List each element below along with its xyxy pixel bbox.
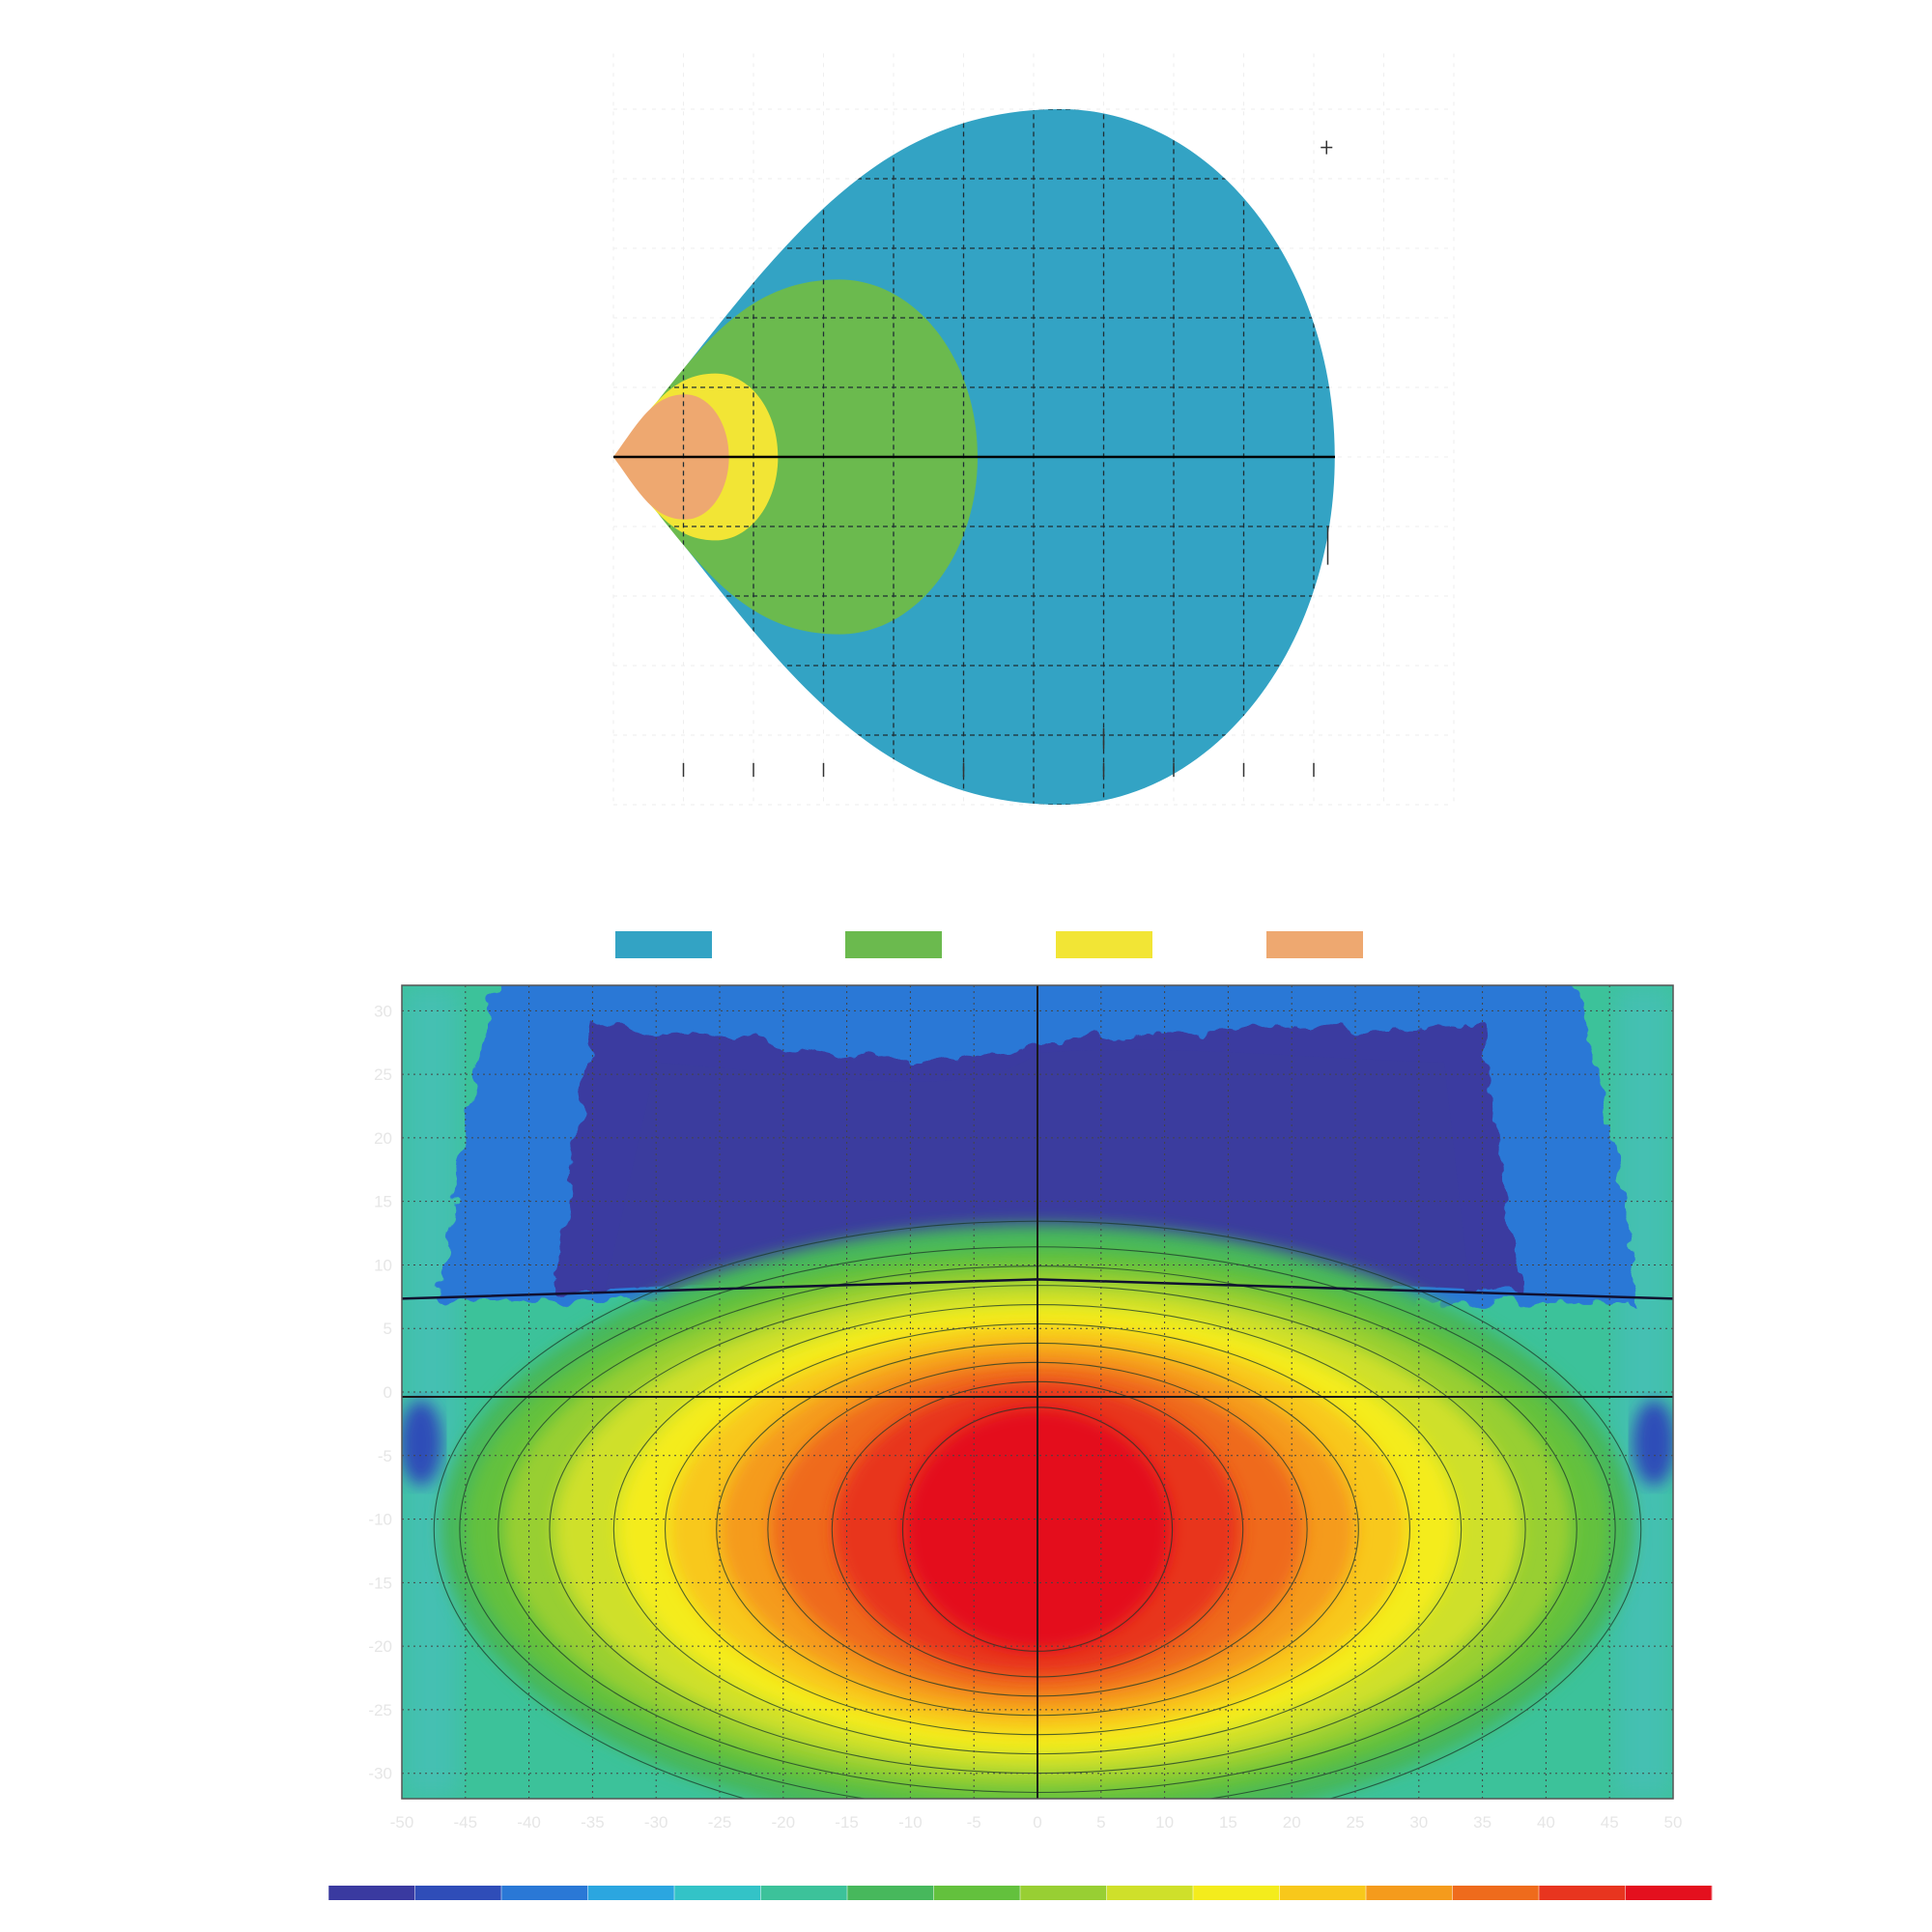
isocandela-y-tick-label: 15 xyxy=(374,1193,392,1211)
isocandela-x-tick-label: 40 xyxy=(1537,1813,1555,1832)
colorbar-segment xyxy=(501,1886,588,1900)
colorbar-segment xyxy=(933,1886,1021,1900)
isocandela-y-tick-label: 10 xyxy=(374,1256,392,1274)
legend-swatch-4 xyxy=(1266,931,1363,958)
isocandela-y-tick-label: -20 xyxy=(368,1637,392,1656)
legend-swatch-3 xyxy=(1056,931,1152,958)
isocandela-grid xyxy=(402,985,1673,1799)
isocandela-x-tick-label: -20 xyxy=(772,1813,796,1832)
heat-side-lobe xyxy=(1633,1400,1673,1486)
isolux-chart xyxy=(612,53,1455,958)
colorbar-segment xyxy=(1020,1886,1107,1900)
isocandela-x-tick-label: -40 xyxy=(517,1813,541,1832)
colorbar-segment xyxy=(1193,1886,1280,1900)
isocandela-x-tick-label: -25 xyxy=(708,1813,732,1832)
colorbar-segment xyxy=(328,1886,415,1900)
heat-side-lobe xyxy=(402,1400,442,1486)
isocandela-x-tick-label: 20 xyxy=(1283,1813,1301,1832)
crosshair-icon xyxy=(1321,140,1333,155)
isocandela-y-tick-label: 0 xyxy=(384,1383,392,1402)
isocandela-x-tick-label: -50 xyxy=(390,1813,414,1832)
isocandela-x-tick-label: 45 xyxy=(1601,1813,1619,1832)
isocandela-x-tick-label: 30 xyxy=(1409,1813,1428,1832)
isocandela-y-tick-label: -30 xyxy=(368,1765,392,1783)
isocandela-x-tick-label: 15 xyxy=(1219,1813,1237,1832)
isocandela-x-tick-label: 35 xyxy=(1473,1813,1492,1832)
isocandela-y-tick-label: -25 xyxy=(368,1701,392,1719)
isocandela-x-tick-label: -30 xyxy=(644,1813,668,1832)
isocandela-x-tick-label: -10 xyxy=(898,1813,923,1832)
colorbar-segment xyxy=(760,1886,848,1900)
isocandela-x-tick-label: 0 xyxy=(1033,1813,1041,1832)
colorbar-segment xyxy=(1106,1886,1194,1900)
colorbar-segment xyxy=(1625,1886,1713,1900)
isocandela-colorbar xyxy=(327,1886,1713,1900)
isocandela-x-tick-label: 5 xyxy=(1096,1813,1105,1832)
isocandela-y-tick-label: 20 xyxy=(374,1129,392,1148)
colorbar-segment xyxy=(847,1886,934,1900)
colorbar-segment xyxy=(1279,1886,1367,1900)
isocandela-tick-labels: -50 -45 -40 -35 -30 -25 -20 -15 -10 -5 0 5 10 15 20 25 3… xyxy=(368,1002,1682,1832)
isocandela-chart: -50 -45 -40 -35 -30 -25 -20 -15 -10 -5 0 5 10 15 20 25 3… xyxy=(327,984,1713,1900)
isocandela-x-tick-label: 10 xyxy=(1155,1813,1174,1832)
isocandela-y-tick-label: 25 xyxy=(374,1065,392,1084)
isocandela-x-tick-label: 50 xyxy=(1664,1813,1683,1832)
isocandela-x-tick-label: -15 xyxy=(835,1813,859,1832)
colorbar-segment xyxy=(1539,1886,1626,1900)
isolux-legend xyxy=(615,931,1363,958)
isolux-ticks xyxy=(682,140,1333,778)
colorbar-segment xyxy=(414,1886,502,1900)
legend-swatch-2 xyxy=(845,931,942,958)
colorbar-segment xyxy=(1366,1886,1453,1900)
isocandela-x-tick-label: 25 xyxy=(1347,1813,1365,1832)
isocandela-y-tick-label: 5 xyxy=(384,1320,392,1338)
colorbar-segment xyxy=(1452,1886,1540,1900)
legend-swatch-1 xyxy=(615,931,712,958)
isocandela-frame xyxy=(401,984,1674,1800)
isocandela-y-tick-label: -15 xyxy=(368,1574,392,1592)
isocandela-y-tick-label: -5 xyxy=(378,1447,392,1465)
isocandela-y-tick-label: 30 xyxy=(374,1002,392,1020)
isocandela-x-tick-label: -5 xyxy=(967,1813,981,1832)
colorbar-segment xyxy=(674,1886,761,1900)
isocandela-y-tick-label: -10 xyxy=(368,1511,392,1529)
colorbar-segment xyxy=(587,1886,675,1900)
isocandela-x-tick-label: -45 xyxy=(454,1813,478,1832)
isocandela-x-tick-label: -35 xyxy=(581,1813,605,1832)
